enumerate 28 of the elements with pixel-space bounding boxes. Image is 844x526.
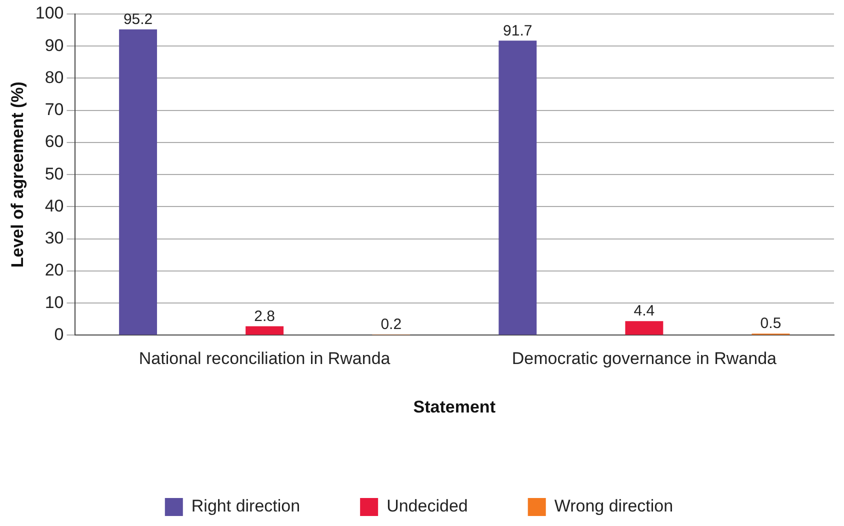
y-tick-label: 40: [44, 196, 64, 216]
data-label: 0.2: [380, 316, 402, 334]
bar: [498, 40, 537, 335]
legend-label: Right direction: [191, 496, 300, 516]
y-tick-label: 60: [44, 132, 64, 152]
x-axis-title: Statement: [413, 397, 496, 416]
bar: [625, 321, 664, 335]
data-label: 2.8: [254, 308, 276, 325]
bar: [119, 29, 158, 335]
y-tick-label: 50: [44, 164, 64, 184]
y-axis-title: Level of agreement (%): [8, 82, 27, 268]
data-label: 0.5: [760, 315, 782, 332]
y-tick-label: 10: [44, 292, 64, 312]
y-tick-label: 80: [44, 68, 64, 87]
y-tick-label: 0: [54, 324, 64, 344]
data-label: 4.4: [634, 302, 655, 320]
y-tick-label: 30: [44, 228, 64, 248]
bar: [246, 326, 284, 335]
data-label: 95.2: [123, 11, 153, 28]
y-tick-label: 90: [44, 36, 64, 55]
y-tick-label: 70: [44, 100, 64, 120]
legend-label: Undecided: [386, 496, 468, 516]
data-label: 91.7: [503, 22, 532, 40]
x-tick-label: National reconciliation in Rwanda: [138, 349, 391, 368]
legend-label: Wrong direction: [554, 496, 674, 516]
y-tick-label: 20: [44, 260, 64, 280]
y-tick-label: 100: [35, 4, 64, 23]
x-tick-label: Democratic governance in Rwanda: [512, 349, 778, 368]
